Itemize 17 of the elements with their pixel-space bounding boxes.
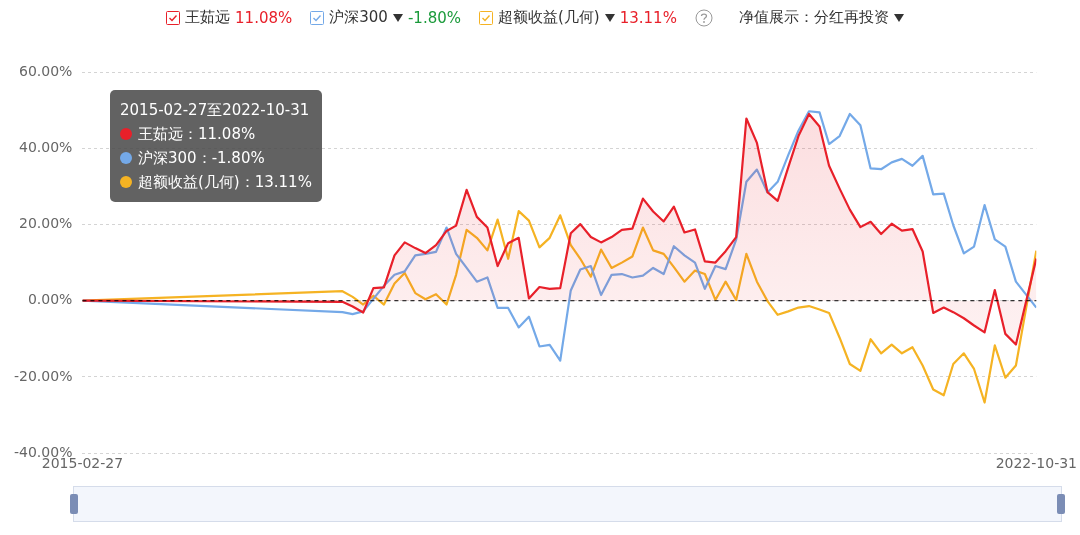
y-tick-label: 40.00% bbox=[19, 138, 73, 155]
x-tick-label: 2022-10-31 bbox=[995, 455, 1078, 472]
annotation: 沪深300：-1.80% bbox=[138, 149, 265, 167]
y-tick-label: 60.00% bbox=[19, 62, 73, 79]
annotation: 超额收益(几何)：13.11% bbox=[138, 173, 312, 191]
y-tick-label: 0.00% bbox=[27, 291, 73, 308]
legend-label: 沪深300 bbox=[329, 8, 388, 27]
y-tick-label: -20.00% bbox=[14, 367, 73, 384]
annotation: 2015-02-27至2022-10-31 bbox=[120, 100, 311, 121]
annotation: 王茹远：11.08% bbox=[138, 125, 256, 143]
y-tick-label: 20.00% bbox=[19, 215, 73, 232]
text: 净值展示：分红再投资 bbox=[738, 8, 889, 27]
text: 11.08% bbox=[235, 8, 293, 27]
text: -1.80% bbox=[407, 8, 461, 27]
text: 13.11% bbox=[619, 8, 677, 27]
legend-label: 超额收益(几何) bbox=[498, 8, 600, 27]
legend-label: 王茹远 bbox=[185, 8, 231, 27]
